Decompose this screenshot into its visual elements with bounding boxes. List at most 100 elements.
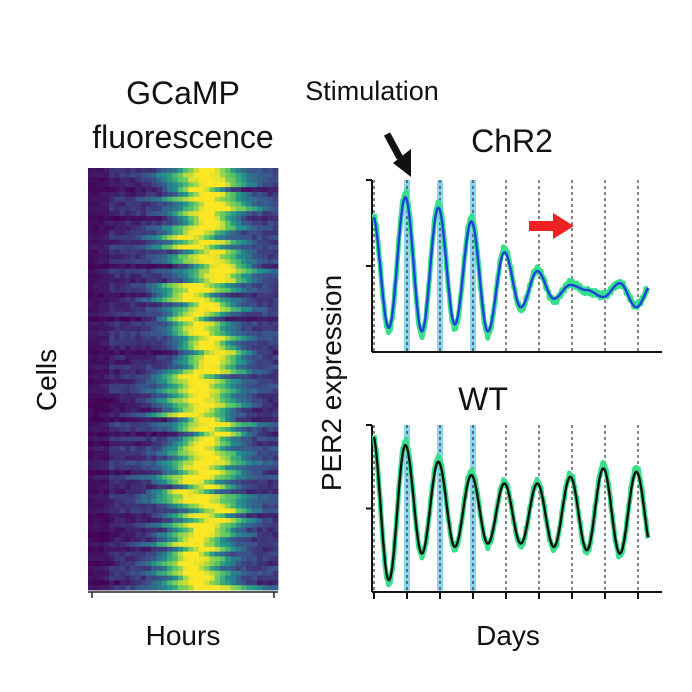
heatmap-cell	[225, 537, 231, 543]
heatmap-cell	[198, 182, 205, 188]
heatmap-cell	[235, 259, 242, 265]
heatmap-cell	[140, 489, 147, 495]
heatmap-cell	[93, 345, 99, 351]
heatmap-cell	[98, 187, 105, 193]
phase-shift-arrow	[529, 213, 574, 239]
heatmap-cell	[109, 350, 115, 356]
heatmap-cell	[98, 566, 105, 572]
heatmap-cell	[130, 311, 136, 318]
heatmap-cell	[267, 542, 274, 548]
heatmap-cell	[262, 383, 268, 389]
heatmap-cell	[198, 566, 205, 572]
heatmap-cell	[135, 489, 142, 495]
heatmap-cell	[219, 254, 226, 260]
heatmap-cell	[235, 283, 242, 289]
heatmap-cell	[156, 532, 163, 538]
heatmap-cell	[198, 215, 205, 222]
heatmap-cell	[114, 230, 121, 236]
heatmap-cell	[198, 575, 205, 581]
heatmap-cell	[214, 556, 221, 562]
heatmap-cell	[124, 268, 131, 274]
heatmap-cell	[193, 230, 200, 236]
heatmap-cell	[214, 225, 221, 231]
heatmap-cell	[167, 556, 173, 562]
heatmap-cell	[167, 383, 173, 389]
heatmap-cell	[109, 321, 115, 327]
heatmap-cell	[88, 230, 94, 236]
heatmap-cell	[246, 230, 253, 236]
heatmap-cell	[140, 561, 147, 567]
heatmap-cell	[167, 168, 173, 174]
heatmap-cell	[214, 503, 221, 509]
heatmap-cell	[103, 498, 110, 505]
heatmap-cell	[225, 498, 231, 505]
heatmap-cell	[193, 498, 200, 505]
heatmap-cell	[88, 340, 94, 346]
heatmap-cell	[135, 369, 142, 375]
heatmap-cell	[204, 402, 210, 409]
heatmap-cell	[119, 556, 126, 562]
heatmap-cell	[109, 465, 115, 471]
heatmap-cell	[124, 522, 131, 529]
heatmap-cell	[188, 307, 194, 313]
heatmap-cell	[235, 518, 242, 524]
heatmap-cell	[272, 220, 279, 226]
heatmap-cell	[140, 244, 147, 250]
heatmap-cell	[156, 412, 163, 418]
heatmap-cell	[256, 518, 263, 524]
heatmap-cell	[93, 412, 99, 418]
heatmap-cell	[124, 484, 131, 490]
heatmap-cell	[246, 182, 253, 188]
heatmap-cell	[172, 532, 179, 538]
heatmap-cell	[241, 206, 247, 212]
heatmap-cell	[93, 498, 99, 505]
heatmap-cell	[209, 484, 216, 490]
heatmap-cell	[272, 431, 279, 437]
heatmap-cell	[262, 278, 268, 284]
heatmap-cell	[140, 470, 147, 476]
heatmap-cell	[140, 220, 147, 226]
heatmap-cell	[219, 450, 226, 457]
heatmap-cell	[114, 235, 121, 241]
heatmap-cell	[251, 187, 258, 193]
heatmap-cell	[225, 441, 231, 447]
heatmap-cell	[135, 388, 142, 394]
heatmap-cell	[93, 220, 99, 226]
heatmap-cell	[246, 321, 253, 327]
heatmap-cell	[130, 460, 136, 466]
heatmap-cell	[267, 522, 274, 529]
heatmap-cell	[161, 393, 168, 399]
heatmap-cell	[135, 441, 142, 447]
heatmap-cell	[219, 335, 226, 342]
heatmap-cell	[256, 388, 263, 394]
heatmap-cell	[103, 331, 110, 337]
heatmap-cell	[135, 518, 142, 524]
heatmap-cell	[235, 359, 242, 366]
heatmap-cell	[251, 326, 258, 332]
heatmap-cell	[267, 407, 274, 413]
heatmap-cell	[124, 398, 131, 404]
heatmap-cell	[246, 518, 253, 524]
heatmap-cell	[235, 407, 242, 413]
heatmap-cell	[256, 287, 263, 294]
heatmap-cell	[193, 182, 200, 188]
heatmap-cell	[262, 532, 268, 538]
heatmap-cell	[214, 498, 221, 505]
heatmap-cell	[256, 364, 263, 370]
heatmap-cell	[256, 211, 263, 217]
heatmap-cell	[109, 446, 115, 452]
heatmap-cell	[109, 345, 115, 351]
heatmap-cell	[98, 542, 105, 548]
heatmap-cell	[114, 201, 121, 207]
heatmap-cell	[98, 177, 105, 183]
heatmap-cell	[214, 489, 221, 495]
heatmap-cell	[98, 489, 105, 495]
heatmap-cell	[230, 474, 237, 481]
heatmap-cell	[262, 297, 268, 303]
heatmap-cell	[272, 546, 279, 553]
heatmap-cell	[267, 278, 274, 284]
shared-xlabel: Days	[476, 620, 540, 651]
heatmap-cell	[98, 182, 105, 188]
heatmap-cell	[235, 570, 242, 577]
heatmap-cell	[267, 201, 274, 207]
